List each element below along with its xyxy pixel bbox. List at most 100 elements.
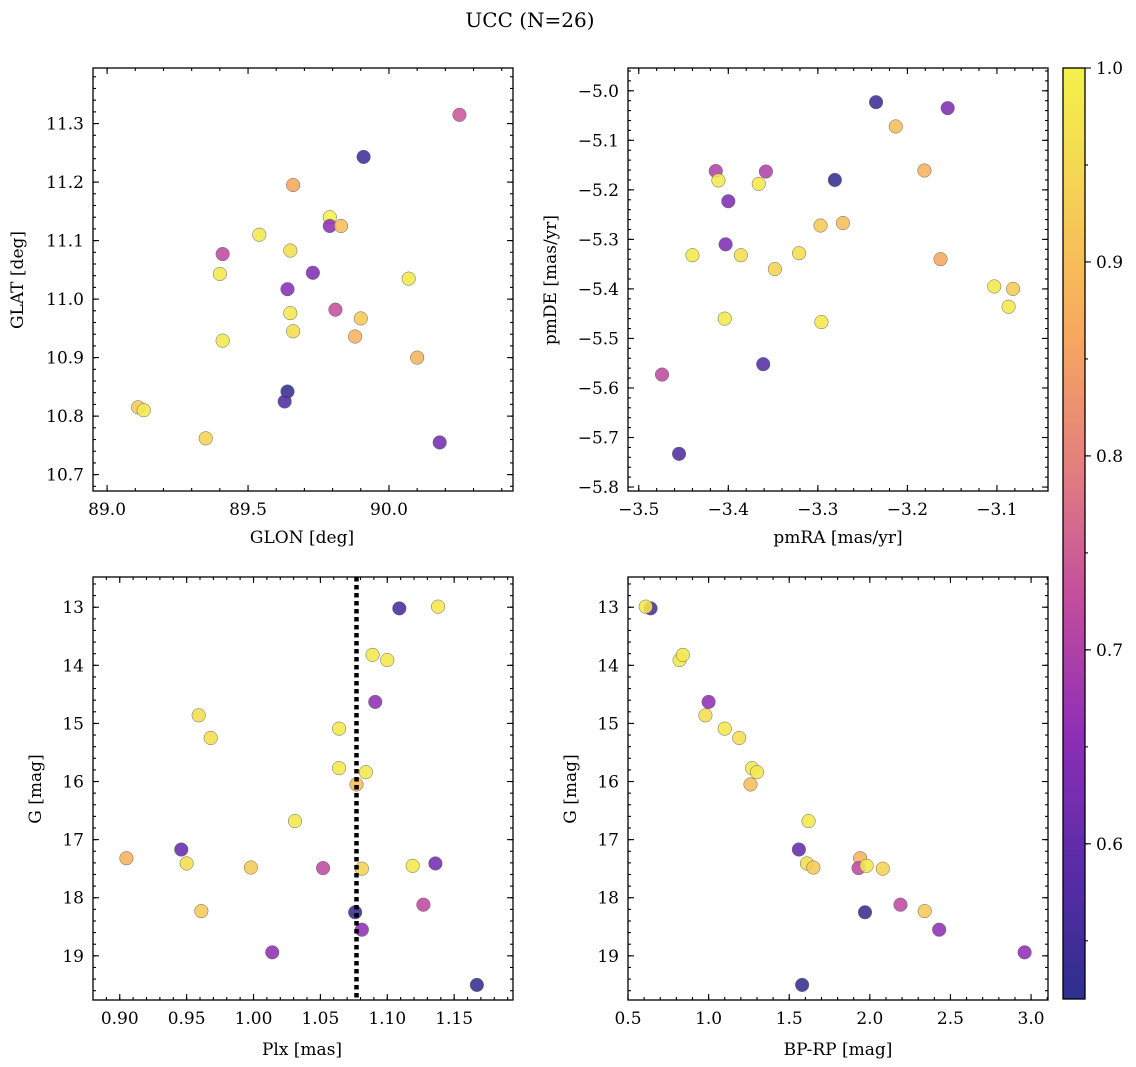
data-point [813,218,828,233]
data-point [174,842,189,857]
axes-frame [92,67,514,492]
data-point [1006,281,1021,296]
y-tick-label: −5.4 [578,280,619,300]
data-point [277,394,292,409]
panel-pmra-pmde: −3.5 −3.4 −3.3 −3.2 −3.1 −5.8 −5.7 −5.6 −5.5 −5.4… [541,67,1049,548]
y-tick-label: 17 [597,831,619,851]
x-axis-label: GLON [deg] [250,528,354,548]
x-tick-label: −3.3 [797,500,838,520]
y-tick-label: 14 [62,656,84,676]
data-point [801,813,816,829]
data-point [252,227,267,242]
data-point [827,172,842,187]
x-tick-label: −3.4 [708,500,749,520]
data-point [756,357,771,372]
y-tick-label: 14 [597,656,619,676]
data-point [654,367,670,382]
data-point [1001,299,1016,314]
data-point [698,708,713,723]
data-point [721,194,736,209]
y-tick-label: 11.1 [46,232,84,252]
data-point [334,218,349,234]
data-point [791,842,806,857]
axes-frame [92,576,514,1001]
colorbar: 0.6 0.7 0.8 0.9 1.0 [1062,59,1123,1000]
y-tick-label: 17 [62,831,84,851]
x-tick-label: 0.95 [168,1009,206,1029]
data-point [685,248,700,263]
data-point [717,311,732,326]
data-point [119,851,134,866]
panel-plx-g: 0.90 0.95 1.00 1.05 1.10 1.15 13 14 15 16 17 18 19 P… [26,576,514,1060]
data-point [940,101,955,116]
colorbar-tick-label: 0.7 [1096,641,1123,661]
scatter-series [131,107,467,450]
y-tick-label: −5.1 [578,131,619,151]
y-tick-label: −5.8 [578,478,619,498]
y-axis-label: G [mag] [561,754,581,823]
data-point [711,173,726,188]
x-tick-label: 1.0 [695,1009,722,1029]
y-tick-label: 10.9 [46,349,84,369]
data-point [749,765,765,780]
data-point [987,279,1002,294]
data-point [332,721,347,736]
x-tick-label: 2.5 [937,1009,964,1029]
data-point [814,315,829,330]
data-point [732,730,747,745]
data-point [469,977,484,992]
data-point [428,856,443,871]
plot-area: −3.5 −3.4 −3.3 −3.2 −3.1 −5.8 −5.7 −5.6 −5.5 −5.4… [578,67,1049,520]
axis-ticks [628,68,1048,491]
data-point [136,403,151,418]
data-point [265,945,280,960]
y-axis-label: G [mag] [26,754,46,823]
data-point [215,246,230,262]
data-point [859,858,874,873]
data-point [332,761,347,776]
data-point [198,431,213,446]
data-point [316,861,331,876]
axis-ticks [93,577,513,1000]
data-point [286,324,301,339]
x-tick-label: 3.0 [1018,1009,1045,1029]
y-tick-label: 19 [62,947,84,967]
y-tick-label: 18 [597,889,619,909]
data-point [356,149,371,164]
x-axis-label: BP-RP [mag] [784,1040,893,1060]
scatter-series [119,599,484,992]
y-tick-label: 19 [597,947,619,967]
data-point [287,813,303,829]
data-point [212,266,227,281]
data-point [743,777,758,792]
data-point [328,302,343,317]
y-tick-label: 18 [62,889,84,909]
figure-title: UCC (N=26) [465,8,594,32]
axis-ticks [93,68,513,491]
data-point [835,215,850,231]
x-tick-label: 1.5 [776,1009,803,1029]
data-point [701,694,716,709]
data-point [305,265,320,280]
data-point [243,860,258,875]
data-point [401,271,416,286]
x-tick-label: −3.2 [887,500,928,520]
plot-area: 0.90 0.95 1.00 1.05 1.10 1.15 13 14 15 16 17 18 19 [62,576,514,1029]
data-point [767,262,782,277]
plot-area: 0.5 1.0 1.5 2.0 2.5 3.0 13 14 15 16 17 18 19 [597,576,1049,1029]
colorbar-gradient [1063,68,1085,999]
data-point [917,163,932,178]
plot-area: 89.0 89.5 90.0 10.7 10.8 10.9 11.0 11.1 11.2 11.3 [46,67,514,520]
scatter-series [638,599,1032,992]
data-point [791,246,807,261]
y-tick-label: 13 [597,598,619,618]
data-point [675,647,690,662]
data-point [348,329,363,344]
data-point [869,95,884,110]
data-point [380,653,395,668]
x-tick-label: 2.0 [856,1009,883,1029]
y-tick-label: −5.2 [578,181,619,201]
y-tick-label: 11.2 [46,173,84,193]
y-tick-label: 10.7 [46,466,84,486]
